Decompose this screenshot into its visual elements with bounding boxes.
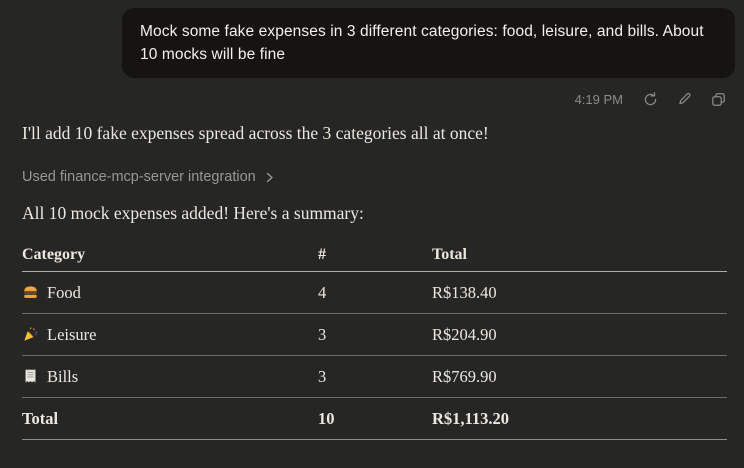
cell-total: R$769.90 [432, 366, 497, 386]
cell-count: 3 [318, 324, 327, 344]
expense-summary-table: Category # Total Food 4 R$138.40 [22, 238, 727, 440]
user-message-text: Mock some fake expenses in 3 different c… [140, 23, 704, 63]
party-popper-icon [22, 326, 39, 343]
total-amount: R$1,113.20 [432, 408, 510, 428]
cell-count: 4 [318, 282, 327, 302]
header-count: # [318, 245, 326, 263]
assistant-summary-lead: All 10 mock expenses added! Here's a sum… [22, 203, 364, 223]
table-row-food: Food 4 R$138.40 [22, 272, 727, 314]
header-total: Total [432, 245, 467, 263]
assistant-intro-text: I'll add 10 fake expenses spread across … [22, 123, 489, 143]
table-total-row: Total 10 R$1,113.20 [22, 398, 727, 440]
hamburger-icon [22, 284, 39, 301]
cell-count: 3 [318, 366, 327, 386]
table-row-bills: Bills 3 R$769.90 [22, 356, 727, 398]
cell-category: Bills [47, 366, 79, 386]
table-header-row: Category # Total [22, 238, 727, 272]
header-category: Category [22, 245, 86, 263]
message-meta-row: 4:19 PM [575, 91, 727, 108]
cell-total: R$204.90 [432, 324, 497, 344]
integration-toggle[interactable]: Used finance-mcp-server integration [22, 169, 275, 185]
integration-label: Used finance-mcp-server integration [22, 169, 256, 185]
table-row-leisure: Leisure 3 R$204.90 [22, 314, 727, 356]
total-label: Total [22, 408, 59, 428]
receipt-icon [22, 368, 39, 385]
edit-icon[interactable] [676, 91, 693, 108]
retry-icon[interactable] [642, 91, 659, 108]
copy-icon[interactable] [710, 91, 727, 108]
total-count: 10 [318, 408, 335, 428]
message-timestamp: 4:19 PM [574, 92, 623, 107]
cell-total: R$138.40 [432, 282, 497, 302]
chevron-right-icon [266, 172, 273, 182]
cell-category: Leisure [47, 324, 97, 344]
cell-category: Food [47, 282, 81, 302]
user-message-bubble: Mock some fake expenses in 3 different c… [122, 8, 735, 78]
